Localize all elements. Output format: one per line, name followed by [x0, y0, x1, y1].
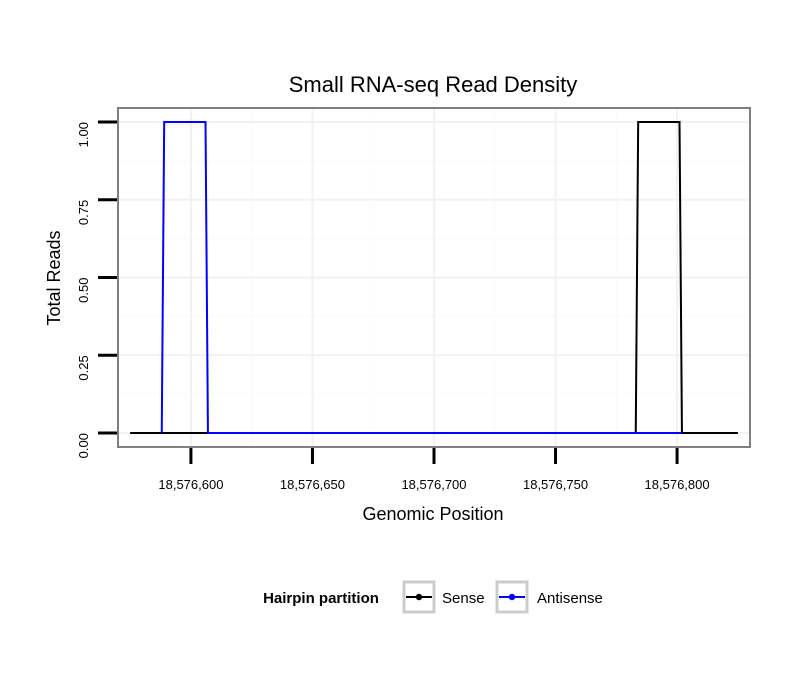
x-tick-label: 18,576,800 — [645, 477, 710, 492]
legend-label-antisense: Antisense — [537, 590, 603, 607]
legend-key-point-sense — [415, 593, 423, 601]
series-lines — [130, 121, 738, 434]
legend-title: Hairpin partition — [263, 590, 379, 607]
x-tick-label: 18,576,750 — [523, 477, 588, 492]
legend: Hairpin partition Sense Antisense — [263, 580, 603, 614]
legend-key-antisense — [495, 580, 529, 614]
x-tick-label: 18,576,600 — [158, 477, 223, 492]
legend-key-sense — [402, 580, 436, 614]
x-tick-label: 18,576,650 — [280, 477, 345, 492]
y-tick-label: 0.75 — [76, 200, 91, 225]
chart-title: Small RNA-seq Read Density — [289, 72, 578, 97]
legend-label-sense: Sense — [442, 590, 485, 607]
y-tick-label: 0.25 — [76, 355, 91, 380]
plot-area — [117, 107, 751, 448]
y-tick-label: 0.00 — [76, 433, 91, 458]
y-axis: 0.00 0.25 0.50 0.75 1.00 — [76, 120, 117, 458]
y-axis-title: Total Reads — [44, 230, 64, 325]
x-axis-title: Genomic Position — [362, 504, 503, 524]
x-axis: 18,576,600 18,576,650 18,576,700 18,576,750… — [158, 448, 710, 492]
x-tick-label: 18,576,700 — [401, 477, 466, 492]
legend-key-point-antisense — [508, 593, 516, 601]
series-line-antisense — [160, 121, 682, 434]
y-tick-label: 0.50 — [76, 278, 91, 303]
plot-border — [117, 107, 751, 448]
y-tick-label: 1.00 — [76, 122, 91, 147]
